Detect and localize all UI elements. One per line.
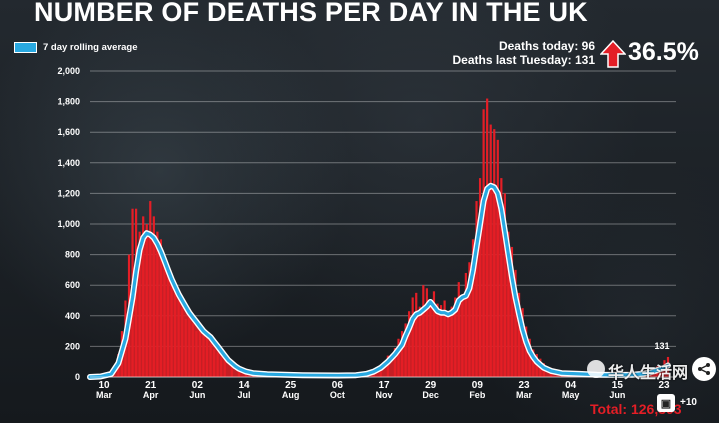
x-tick-day: 25 (285, 380, 297, 391)
y-tick-label: 1,400 (57, 158, 80, 168)
x-tick-month: Dec (422, 390, 439, 400)
x-tick-month: Nov (375, 390, 392, 400)
x-tick-month: Apr (143, 390, 159, 400)
annotation-label: 131 (654, 341, 669, 351)
watermark-logo-icon (587, 360, 605, 378)
x-tick-day: 29 (425, 380, 437, 391)
x-tick-month: Mar (516, 390, 533, 400)
deaths-stats: Deaths today: 96 Deaths last Tuesday: 13… (452, 39, 595, 67)
y-tick-label: 2,000 (57, 66, 80, 76)
x-tick-month: Oct (330, 390, 345, 400)
y-tick-label: 600 (65, 280, 80, 290)
gallery-icon[interactable]: ▣ (657, 394, 675, 412)
x-tick-day: 21 (145, 380, 157, 391)
percent-change: 36.5% (628, 38, 699, 66)
x-tick-month: Jun (609, 390, 625, 400)
x-tick-month: May (562, 390, 580, 400)
chart-title: NUMBER OF DEATHS PER DAY IN THE UK (34, 0, 588, 27)
x-tick-day: 10 (98, 380, 110, 391)
y-tick-label: 200 (65, 341, 80, 351)
watermark-text: 华人生活网 (608, 365, 689, 382)
deaths-last-tuesday: Deaths last Tuesday: 131 (452, 53, 595, 67)
x-tick-month: Feb (469, 390, 486, 400)
share-icon[interactable] (692, 357, 716, 381)
x-tick-day: 14 (238, 380, 250, 391)
gallery-count: +10 (680, 397, 697, 408)
x-tick-day: 02 (192, 380, 204, 391)
deaths-today: Deaths today: 96 (498, 39, 595, 53)
rolling-average-line (88, 184, 670, 379)
legend-label: 7 day rolling average (43, 42, 138, 53)
x-tick-day: 04 (565, 380, 577, 391)
x-tick-day: 06 (332, 380, 344, 391)
x-tick-day: 09 (472, 380, 484, 391)
x-tick-month: Aug (282, 390, 300, 400)
y-tick-label: 800 (65, 250, 80, 260)
arrow-up-icon (600, 40, 626, 68)
y-tick-label: 0 (75, 372, 80, 382)
x-tick-day: 17 (378, 380, 390, 391)
x-tick-month: Mar (96, 390, 113, 400)
y-tick-label: 1,000 (57, 219, 80, 229)
y-tick-label: 1,800 (57, 97, 80, 107)
area-fill (90, 185, 668, 377)
x-tick-day: 15 (612, 380, 624, 391)
x-tick-month: Jun (189, 390, 205, 400)
y-tick-label: 1,600 (57, 127, 80, 137)
y-tick-label: 400 (65, 311, 80, 321)
legend: 7 day rolling average (14, 42, 138, 53)
y-tick-label: 1,200 (57, 188, 80, 198)
x-tick-day: 23 (518, 380, 530, 391)
x-tick-month: Jul (237, 390, 250, 400)
x-tick-day: 23 (658, 380, 670, 391)
legend-swatch (14, 42, 37, 53)
